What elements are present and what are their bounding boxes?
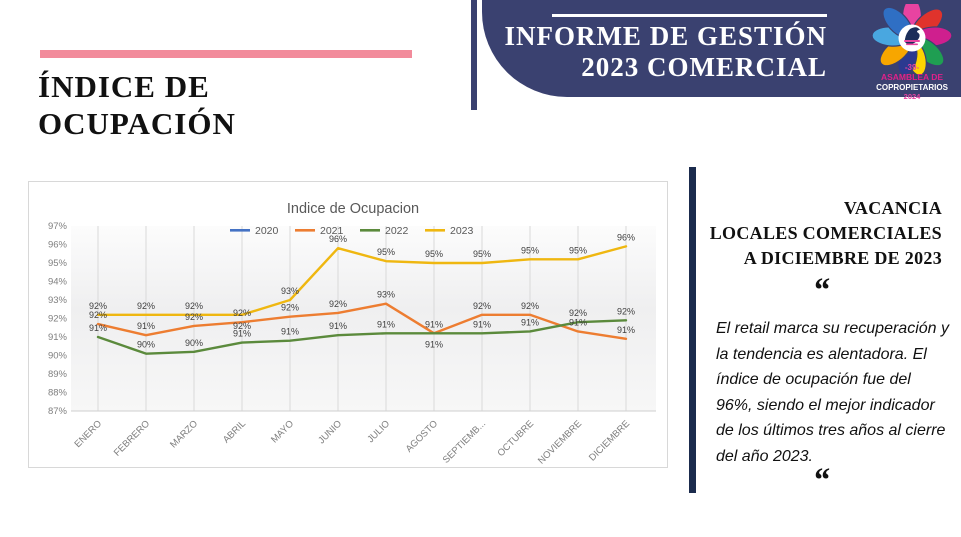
y-tick-label: 94%	[48, 277, 68, 288]
data-label-2021: 92%	[329, 299, 347, 309]
accent-bar	[40, 50, 412, 58]
banner-title: INFORME DE GESTIÓN 2023 COMERCIAL	[504, 21, 827, 83]
data-label-2023: 95%	[425, 249, 443, 259]
occupancy-line-chart: 97%96%95%94%93%92%91%90%89%88%87%ENERO FE…	[48, 201, 656, 466]
data-label-2021: 91%	[617, 325, 635, 335]
slide-title-line2: OCUPACIÓN	[38, 106, 236, 141]
data-label-2022: 91%	[377, 319, 395, 329]
report-banner: INFORME DE GESTIÓN 2023 COMERCIAL -39- A…	[482, 0, 961, 101]
asamblea-logo: -39- ASAMBLEA DE COPROPIETARIOS 2024	[871, 4, 953, 101]
data-label-2022: 91%	[521, 317, 539, 327]
data-label-2021: 91%	[137, 321, 155, 331]
data-label-2022: 91%	[281, 327, 299, 337]
data-label-2023: 95%	[521, 245, 539, 255]
banner-rule	[552, 14, 827, 17]
x-tick-label: MARZO	[168, 418, 200, 450]
banner-title-line2: 2023 COMERCIAL	[581, 52, 827, 82]
data-label-2022: 91%	[89, 323, 107, 333]
logo-badge-line1: ASAMBLEA DE	[881, 72, 943, 82]
logo-bird-icon	[904, 27, 920, 45]
panel-heading: VACANCIA LOCALES COMERCIALES A DICIEMBRE…	[700, 196, 942, 271]
legend-swatch-2021	[295, 229, 315, 232]
slide-title: ÍNDICE DE OCUPACIÓN	[38, 68, 236, 142]
y-tick-label: 93%	[48, 295, 68, 306]
panel-quote-text: El retail marca su recuperación y la ten…	[716, 320, 949, 465]
x-tick-label: ENERO	[72, 418, 104, 450]
legend-label-2022: 2022	[385, 225, 409, 237]
x-tick-label: FEBRERO	[112, 418, 152, 458]
series-line-2021	[96, 302, 628, 341]
y-tick-label: 89%	[48, 369, 68, 380]
logo-badge-number: -39-	[905, 63, 920, 72]
y-tick-label: 88%	[48, 388, 68, 399]
data-label-2023: 95%	[377, 247, 395, 257]
data-label-2021: 92%	[233, 308, 251, 318]
data-label-2022: 91%	[425, 339, 443, 349]
panel-divider-bar	[689, 167, 696, 493]
y-tick-label: 87%	[48, 406, 68, 417]
series-line-2023	[96, 245, 628, 317]
data-label-2022: 92%	[617, 306, 635, 316]
legend-swatch-2020	[230, 229, 250, 232]
x-tick-label: NOVIEMBRE	[536, 418, 584, 466]
x-tick-label: JULIO	[365, 418, 392, 445]
data-label-2021: 93%	[377, 290, 395, 300]
banner-side-strip	[471, 0, 477, 110]
data-label-2022: 90%	[185, 338, 203, 348]
logo-flower-icon	[871, 4, 953, 76]
x-tick-label: MAYO	[269, 418, 296, 445]
chart-title: Indice de Ocupacion	[287, 201, 419, 217]
quote-open-mark: “	[812, 272, 830, 309]
data-label-2021: 92%	[521, 301, 539, 311]
data-label-2023: 92%	[137, 301, 155, 311]
data-label-2023: 92%	[185, 301, 203, 311]
y-tick-label: 97%	[48, 221, 68, 232]
legend-label-2023: 2023	[450, 225, 474, 237]
data-label-2023: 92%	[89, 301, 107, 311]
panel-heading-line1: VACANCIA	[843, 198, 942, 218]
y-tick-label: 90%	[48, 351, 68, 362]
legend-swatch-2022	[360, 229, 380, 232]
x-tick-label: JUNIO	[316, 418, 344, 446]
x-tick-label: SEPTIEMB...	[441, 418, 488, 465]
occupancy-chart-card: 97% 96% 95% 94% 93% 92% 91% 90% 89% 88% 87% ENERO FE…	[28, 181, 668, 468]
y-tick-label: 95%	[48, 258, 68, 269]
y-tick-label: 91%	[48, 332, 68, 343]
data-label-2021: 92%	[473, 301, 491, 311]
logo-badge-year: 2024	[904, 92, 922, 101]
x-tick-label: DICIEMBRE	[587, 418, 632, 463]
y-tick-label: 92%	[48, 314, 68, 325]
x-tick-label: AGOSTO	[404, 418, 440, 454]
slide-title-line1: ÍNDICE DE	[38, 69, 210, 104]
data-label-2023: 96%	[617, 232, 635, 242]
y-tick-label: 96%	[48, 240, 68, 251]
logo-badge-line2: COPROPIETARIOS	[876, 83, 949, 92]
data-label-2021: 92%	[89, 310, 107, 320]
plot-area	[71, 226, 656, 411]
series-line-2022	[96, 319, 628, 355]
legend-swatch-2023	[425, 229, 445, 232]
panel-heading-line3: A DICIEMBRE DE 2023	[743, 248, 942, 268]
data-label-2023: 92%	[233, 321, 251, 331]
x-tick-label: ABRIL	[221, 418, 248, 445]
data-label-2021: 91%	[569, 317, 587, 327]
data-label-2021: 91%	[425, 319, 443, 329]
data-label-2023: 95%	[473, 249, 491, 259]
data-label-2022: 92%	[569, 308, 587, 318]
x-tick-label: OCTUBRE	[495, 418, 536, 459]
banner-title-line1: INFORME DE GESTIÓN	[504, 21, 827, 51]
legend-label-2020: 2020	[255, 225, 279, 237]
data-label-2022: 91%	[473, 319, 491, 329]
data-label-2021: 92%	[281, 303, 299, 313]
data-label-2022: 90%	[137, 340, 155, 350]
panel-heading-line2: LOCALES COMERCIALES	[709, 223, 942, 243]
data-label-2021: 92%	[185, 312, 203, 322]
quote-close-mark: “	[812, 462, 830, 499]
data-label-2022: 91%	[329, 321, 347, 331]
data-label-2022: 91%	[233, 329, 251, 339]
data-label-2023: 95%	[569, 245, 587, 255]
data-label-2023: 96%	[329, 234, 347, 244]
legend-label-2021: 2021	[320, 225, 344, 237]
data-label-2023: 93%	[281, 286, 299, 296]
